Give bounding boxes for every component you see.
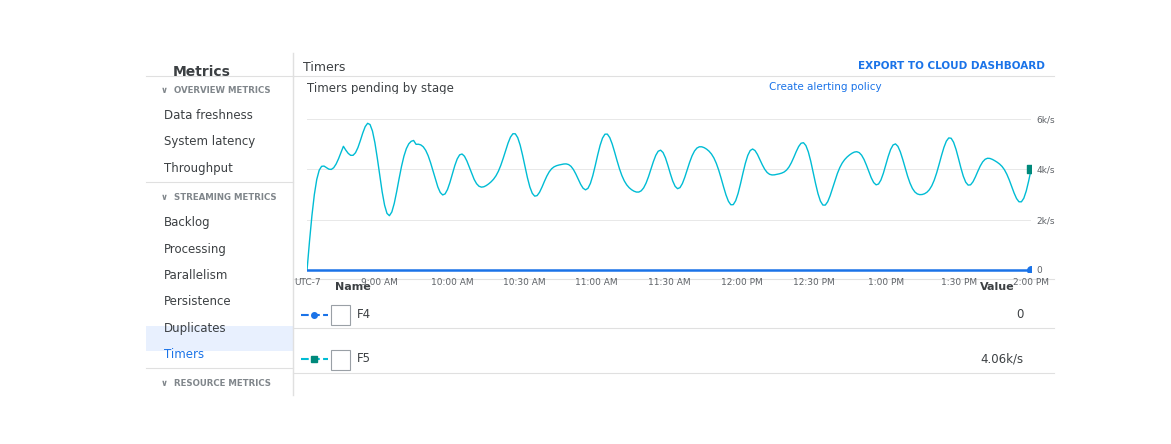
Text: Timers pending by stage: Timers pending by stage [307, 82, 454, 95]
Text: Name: Name [335, 282, 371, 292]
Text: Backlog: Backlog [164, 216, 211, 230]
Text: Processing: Processing [164, 243, 227, 256]
Text: ∨  OVERVIEW METRICS: ∨ OVERVIEW METRICS [162, 86, 271, 95]
Text: Metrics: Metrics [173, 65, 231, 79]
Text: Duplicates: Duplicates [164, 321, 227, 335]
Text: F5: F5 [356, 352, 370, 365]
Text: EXPORT TO CLOUD DASHBOARD: EXPORT TO CLOUD DASHBOARD [858, 61, 1045, 71]
Text: Parallelism: Parallelism [164, 269, 228, 282]
FancyBboxPatch shape [331, 350, 350, 369]
Text: ∨  RESOURCE METRICS: ∨ RESOURCE METRICS [162, 380, 271, 388]
FancyBboxPatch shape [146, 326, 294, 351]
Point [1022, 266, 1041, 273]
Text: Data freshness: Data freshness [164, 109, 253, 122]
Text: ∨  STREAMING METRICS: ∨ STREAMING METRICS [162, 193, 276, 202]
FancyBboxPatch shape [331, 305, 350, 325]
Text: F4: F4 [356, 308, 371, 321]
Text: Persistence: Persistence [164, 295, 232, 308]
Text: 4.06k/s: 4.06k/s [980, 352, 1023, 365]
Text: Value: Value [980, 282, 1014, 292]
Text: Create alerting policy: Create alerting policy [768, 82, 882, 92]
Text: System latency: System latency [164, 135, 255, 148]
Text: Timers: Timers [164, 348, 204, 361]
Text: 0: 0 [1016, 308, 1023, 321]
Point [1022, 166, 1041, 173]
Text: Throughput: Throughput [164, 162, 233, 174]
Text: Timers: Timers [302, 61, 345, 75]
